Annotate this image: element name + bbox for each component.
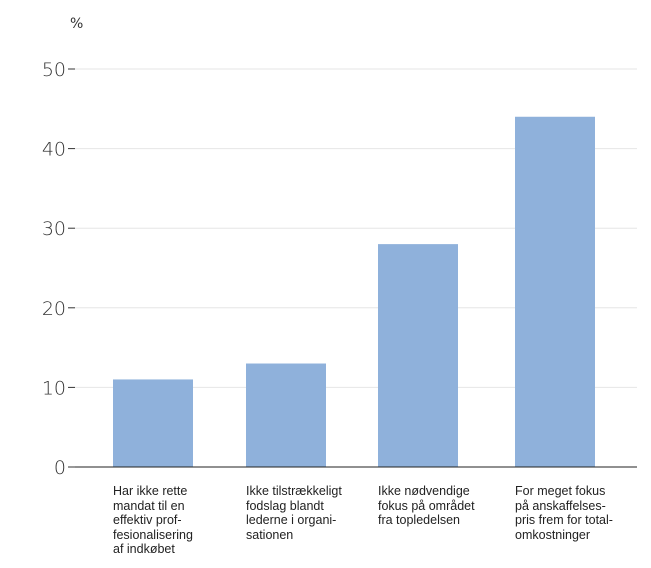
category-label-line: omkostninger [515, 527, 591, 542]
category-label-line: mandat til en [113, 498, 185, 513]
y-axis: 0 10 20 30 40 50 [42, 59, 75, 479]
category-label-line: fodslag blandt [246, 498, 324, 513]
bar-2 [246, 363, 326, 467]
y-tick-label: 30 [42, 218, 66, 240]
x-category-label-3: Ikke nødvendige fokus på området fra tople… [378, 484, 488, 528]
category-label-line: effektiv prof- [113, 513, 182, 527]
category-label-line: Ikke nødvendige [378, 484, 470, 498]
category-label-line: For meget fokus [515, 484, 606, 498]
y-axis-unit: % [70, 16, 83, 32]
y-tick-label: 40 [42, 139, 66, 161]
x-category-label-2: Ikke tilstrækkeligt fodslag blandt lederne… [246, 484, 356, 542]
category-label-line: på anskaffelses- [515, 498, 606, 513]
y-tick-label: 20 [42, 298, 66, 320]
category-label-line: fesionalisering [113, 527, 193, 542]
bar-4 [515, 116, 595, 467]
category-label-line: lederne i organi- [246, 513, 337, 527]
y-tick-label: 50 [42, 59, 66, 81]
bars [113, 116, 595, 467]
category-label-line: sationen [246, 527, 294, 542]
y-tick-label: 10 [42, 377, 66, 399]
category-label-line: fokus på området [378, 498, 475, 513]
category-label-line: Ikke tilstrækkeligt [246, 484, 342, 498]
bar-3 [378, 244, 458, 467]
x-category-label-4: For meget fokus på anskaffelses-pris frem… [515, 484, 625, 542]
bar-1 [113, 379, 193, 467]
category-label-line: pris frem for total- [515, 513, 613, 527]
category-label-line: fra topledelsen [378, 513, 461, 527]
category-label-line: af indkøbet [113, 542, 175, 556]
x-category-label-1: Har ikke rette mandat til en effektiv prof… [113, 484, 223, 557]
category-label-line: Har ikke rette [113, 484, 188, 498]
y-tick-label: 0 [54, 457, 66, 479]
